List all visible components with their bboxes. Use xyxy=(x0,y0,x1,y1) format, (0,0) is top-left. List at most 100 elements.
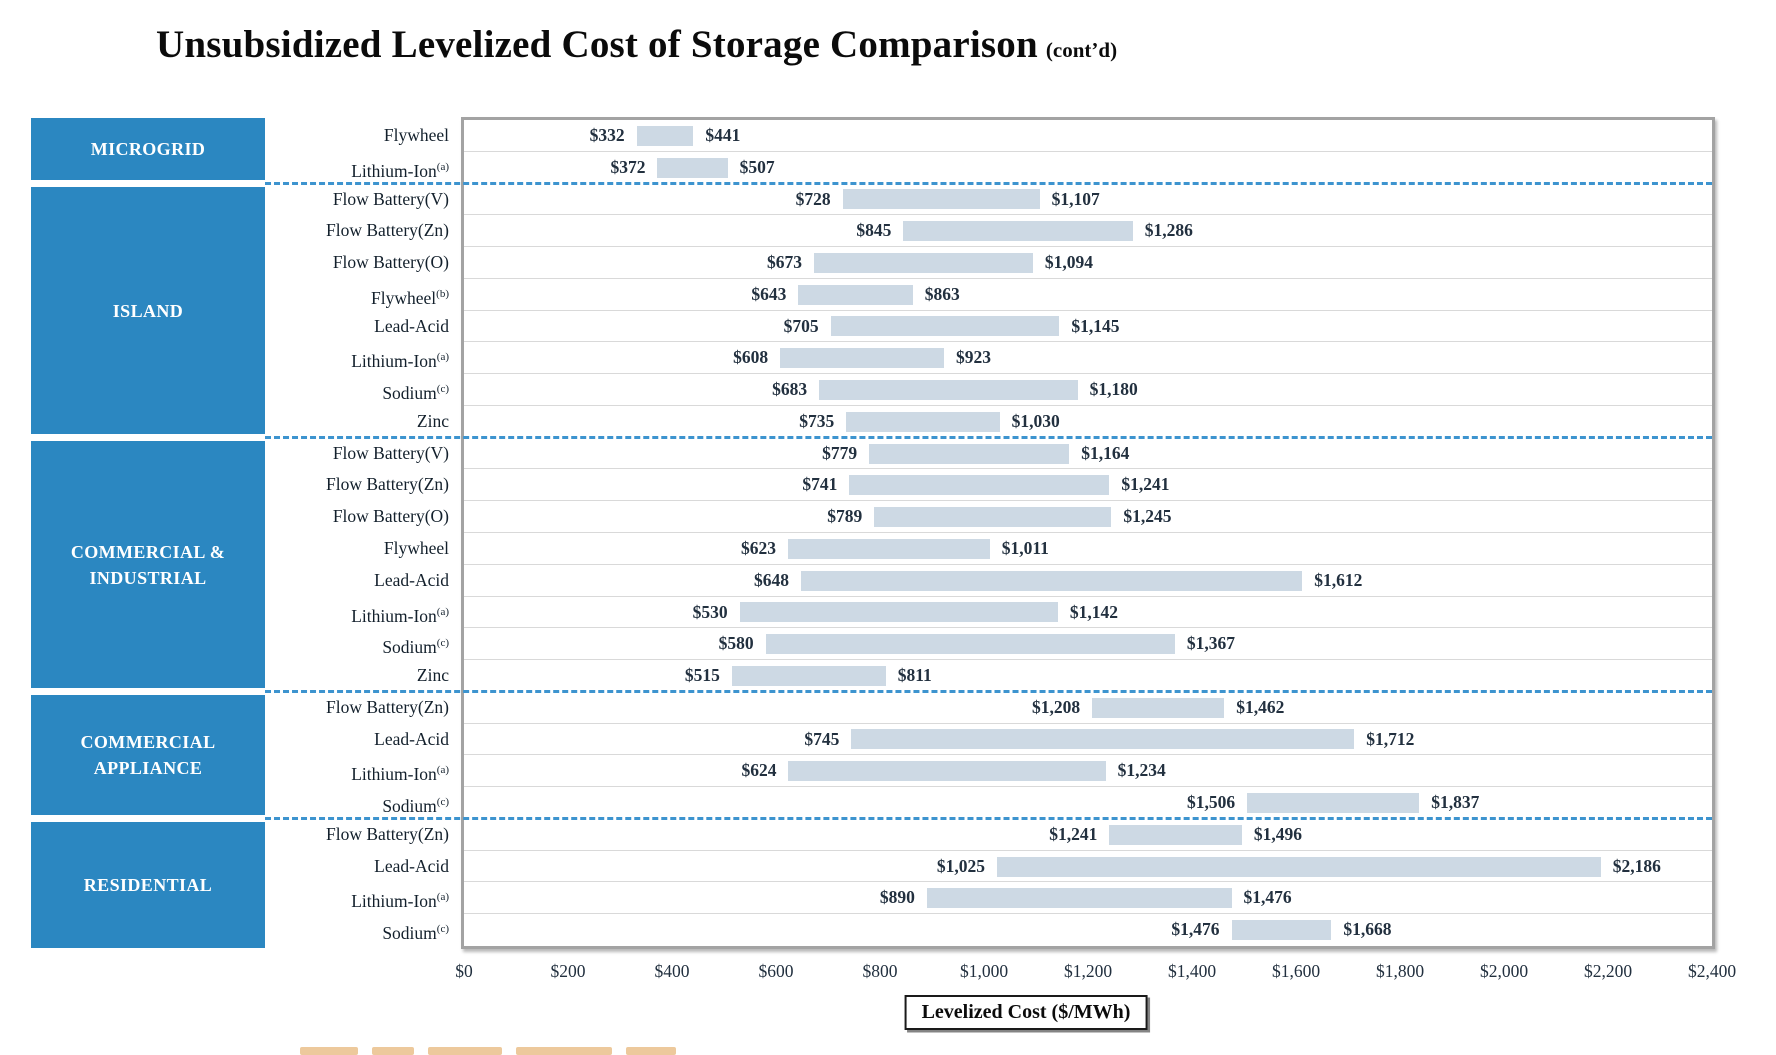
range-bar xyxy=(997,856,1601,877)
x-axis-tick: $2,400 xyxy=(1687,961,1737,981)
footnote-fragment xyxy=(300,1047,358,1055)
low-value-label: $1,506 xyxy=(1187,792,1236,813)
low-value-label: $372 xyxy=(610,156,646,177)
row-label: Lithium-Ion(a) xyxy=(265,882,449,914)
range-bar xyxy=(819,380,1078,401)
row-label-text: Lithium-Ion xyxy=(351,160,437,181)
range-bar xyxy=(1247,793,1420,814)
range-bar xyxy=(1231,920,1332,941)
x-axis-tick: $1,800 xyxy=(1375,961,1425,981)
x-axis-tick: $2,200 xyxy=(1583,961,1633,981)
row-label: Sodium(c) xyxy=(265,914,449,946)
range-bar xyxy=(787,538,990,559)
low-value-label: $648 xyxy=(753,569,789,590)
row-label: Sodium(c) xyxy=(265,787,449,819)
row-label-text: Flow Battery(V) xyxy=(332,188,449,209)
row-label: Flow Battery(O) xyxy=(265,247,449,279)
row-label-text: Flow Battery(Zn) xyxy=(326,220,449,241)
row-label: Lithium-Ion(a) xyxy=(265,342,449,374)
chart-row: $741 $1,241 xyxy=(464,469,1712,502)
chart-row: $332 $441 xyxy=(464,120,1712,152)
row-label-text: Lead-Acid xyxy=(374,855,449,876)
low-value-label: $745 xyxy=(804,728,840,749)
low-value-label: $705 xyxy=(783,315,819,336)
sidebar-category-label: ISLAND xyxy=(112,300,184,321)
low-value-label: $530 xyxy=(692,601,728,622)
page-title-text: Unsubsidized Levelized Cost of Storage C… xyxy=(156,23,1038,66)
row-label: Flow Battery(Zn) xyxy=(265,692,449,724)
row-label: Zinc xyxy=(265,660,449,692)
range-bar xyxy=(798,284,913,305)
high-value-label: $811 xyxy=(897,665,932,686)
high-value-label: $1,286 xyxy=(1144,220,1193,241)
chart-row: $890 $1,476 xyxy=(464,882,1712,915)
footnote-cutoff xyxy=(300,1047,676,1055)
row-label: Lead-Acid xyxy=(265,311,449,343)
high-value-label: $1,107 xyxy=(1051,188,1100,209)
low-value-label: $1,476 xyxy=(1171,919,1220,940)
range-bar xyxy=(926,888,1232,909)
x-axis-tick: $1,200 xyxy=(1063,961,1113,981)
chart-row: $580 $1,367 xyxy=(464,628,1712,661)
range-bar xyxy=(849,475,1110,496)
x-axis-tick: $1,000 xyxy=(959,961,1009,981)
chart-row: $1,208 $1,462 xyxy=(464,692,1712,724)
row-label: Flow Battery(V) xyxy=(265,184,449,216)
group-separator-line xyxy=(265,690,1712,694)
row-label-superscript: (a) xyxy=(436,764,449,777)
x-axis-tick: $2,000 xyxy=(1479,961,1529,981)
sidebar-category-microgrid: MICROGRID xyxy=(31,118,265,181)
row-label-superscript: (a) xyxy=(436,351,449,364)
x-axis-tick: $400 xyxy=(654,961,690,981)
x-axis-title-box: Levelized Cost ($/MWh) xyxy=(904,995,1148,1030)
low-value-label: $735 xyxy=(799,410,835,431)
row-label-superscript: (a) xyxy=(436,891,449,904)
row-label-text: Flow Battery(Zn) xyxy=(326,823,449,844)
x-axis-tick: $600 xyxy=(758,961,794,981)
row-label: Lead-Acid xyxy=(265,724,449,756)
range-bar xyxy=(1092,697,1225,718)
low-value-label: $845 xyxy=(856,220,892,241)
high-value-label: $1,180 xyxy=(1089,379,1138,400)
row-label: Flywheel xyxy=(265,120,449,152)
low-value-label: $515 xyxy=(684,665,720,686)
sidebar-category-residential: RESIDENTIAL xyxy=(31,822,265,948)
range-bar xyxy=(869,443,1070,464)
chart-row: $705 $1,145 xyxy=(464,311,1712,343)
high-value-label: $1,245 xyxy=(1123,506,1172,527)
row-label-text: Zinc xyxy=(416,665,449,686)
row-label: Sodium(c) xyxy=(265,374,449,406)
row-label-text: Sodium xyxy=(382,923,437,944)
sidebar-category-commercial-industrial: COMMERCIAL & INDUSTRIAL xyxy=(31,441,265,689)
page-title-suffix: (cont’d) xyxy=(1045,38,1118,62)
low-value-label: $789 xyxy=(827,506,863,527)
row-label-superscript: (c) xyxy=(436,923,449,936)
chart-row: $530 $1,142 xyxy=(464,597,1712,629)
chart-row: $845 $1,286 xyxy=(464,215,1712,248)
chart-row: $1,476 $1,668 xyxy=(464,914,1712,946)
group-separator-line xyxy=(265,817,1712,821)
footnote-fragment xyxy=(428,1047,502,1055)
row-label: Flywheel(b) xyxy=(265,279,449,311)
range-bar xyxy=(842,189,1040,210)
row-label-text: Flywheel xyxy=(371,287,437,308)
footnote-fragment xyxy=(626,1047,676,1055)
sidebar-category-label: RESIDENTIAL xyxy=(83,875,213,896)
low-value-label: $643 xyxy=(751,283,787,304)
row-label-text: Flow Battery(O) xyxy=(332,252,449,273)
range-bar xyxy=(846,411,1000,432)
row-label-text: Lead-Acid xyxy=(374,315,449,336)
high-value-label: $1,712 xyxy=(1366,728,1415,749)
range-bar xyxy=(813,252,1033,273)
row-label-text: Lead-Acid xyxy=(374,728,449,749)
row-label-text: Flywheel xyxy=(383,125,449,145)
high-value-label: $923 xyxy=(955,347,991,368)
range-bar xyxy=(788,761,1106,782)
high-value-label: $863 xyxy=(924,283,960,304)
chart-row: $789 $1,245 xyxy=(464,501,1712,533)
row-label: Flow Battery(V) xyxy=(265,438,449,470)
plot-area: $332 $441 $372 $507 $728 $1,107 $845 $1,286 $673… xyxy=(461,117,1715,949)
sidebar-category-label: MICROGRID xyxy=(90,138,206,159)
row-label-text: Zinc xyxy=(416,410,449,431)
high-value-label: $1,837 xyxy=(1431,792,1480,813)
